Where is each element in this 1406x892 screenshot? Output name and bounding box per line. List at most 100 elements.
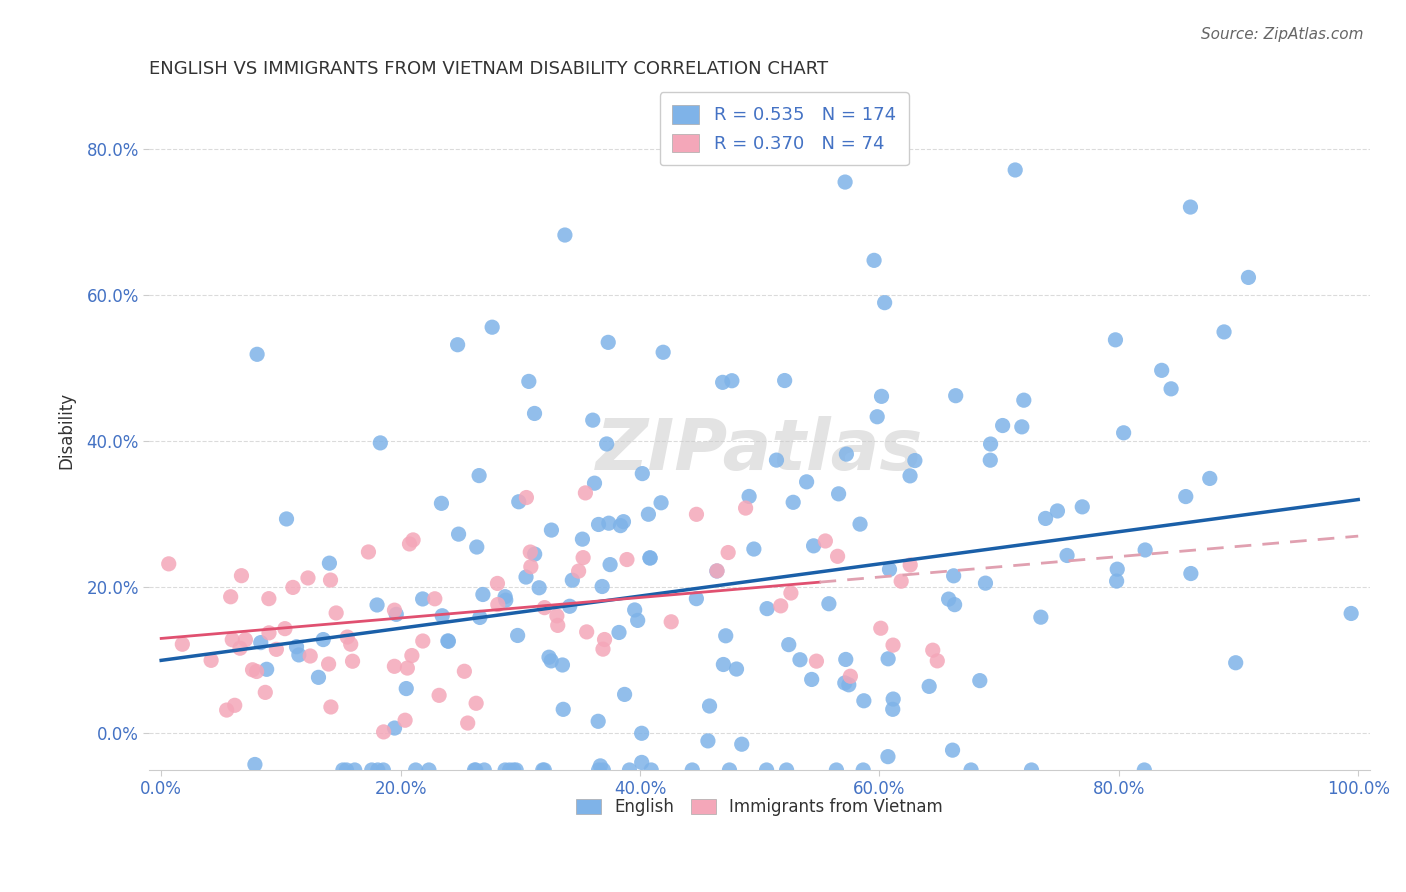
Point [1112, 425, 1135, 440]
Point [927, 654, 949, 668]
Point [1225, 656, 1247, 670]
Y-axis label: Disability: Disability [58, 392, 75, 468]
Point [395, 681, 418, 696]
Point [803, 539, 825, 553]
Point [898, 558, 921, 572]
Point [835, 652, 858, 666]
Point [814, 533, 837, 548]
Point [224, 698, 246, 713]
Point [437, 634, 460, 648]
Point [835, 447, 858, 461]
Point [974, 576, 997, 591]
Point [246, 665, 269, 679]
Point [157, 557, 180, 571]
Point [592, 763, 614, 777]
Point [1012, 393, 1035, 408]
Point [769, 599, 792, 613]
Point [630, 756, 652, 770]
Point [755, 763, 778, 777]
Point [1056, 549, 1078, 563]
Point [384, 721, 406, 735]
Point [465, 540, 488, 554]
Point [1071, 500, 1094, 514]
Point [384, 603, 406, 617]
Point [780, 586, 803, 600]
Point [505, 763, 527, 777]
Point [586, 714, 609, 729]
Point [1237, 270, 1260, 285]
Point [607, 625, 630, 640]
Point [714, 629, 737, 643]
Point [412, 591, 434, 606]
Point [453, 665, 475, 679]
Point [731, 737, 754, 751]
Point [519, 545, 541, 559]
Point [533, 763, 555, 777]
Point [838, 678, 860, 692]
Point [561, 573, 583, 587]
Point [1046, 504, 1069, 518]
Point [1180, 566, 1202, 581]
Text: ZIPatlas: ZIPatlas [596, 416, 924, 485]
Point [274, 622, 297, 636]
Point [288, 648, 311, 662]
Point [711, 376, 734, 390]
Point [430, 496, 453, 510]
Point [1104, 333, 1126, 347]
Point [465, 696, 488, 710]
Point [696, 734, 718, 748]
Point [890, 574, 912, 589]
Point [882, 702, 904, 716]
Point [520, 559, 543, 574]
Point [879, 562, 901, 576]
Point [1213, 325, 1236, 339]
Point [546, 608, 568, 623]
Point [246, 347, 269, 361]
Point [619, 763, 641, 777]
Point [533, 600, 555, 615]
Point [834, 676, 856, 690]
Point [523, 547, 546, 561]
Point [423, 591, 446, 606]
Point [506, 628, 529, 642]
Point [339, 637, 361, 651]
Point [825, 763, 848, 777]
Point [523, 407, 546, 421]
Point [325, 606, 347, 620]
Point [685, 591, 707, 606]
Point [1107, 562, 1129, 576]
Point [515, 570, 537, 584]
Point [839, 669, 862, 683]
Point [446, 337, 468, 351]
Point [242, 663, 264, 677]
Point [789, 653, 811, 667]
Text: ENGLISH VS IMMIGRANTS FROM VIETNAM DISABILITY CORRELATION CHART: ENGLISH VS IMMIGRANTS FROM VIETNAM DISAB… [149, 60, 828, 78]
Point [540, 523, 562, 537]
Point [593, 632, 616, 647]
Point [257, 591, 280, 606]
Point [571, 532, 593, 546]
Point [366, 598, 388, 612]
Point [718, 763, 741, 777]
Point [941, 743, 963, 757]
Point [873, 295, 896, 310]
Point [231, 568, 253, 582]
Point [595, 437, 617, 451]
Point [969, 673, 991, 688]
Point [898, 468, 921, 483]
Point [574, 486, 596, 500]
Point [742, 542, 765, 557]
Point [685, 508, 707, 522]
Point [852, 763, 875, 777]
Point [335, 763, 357, 777]
Point [945, 389, 967, 403]
Point [904, 453, 927, 467]
Point [882, 638, 904, 652]
Point [991, 418, 1014, 433]
Point [472, 763, 495, 777]
Point [613, 687, 636, 701]
Point [396, 661, 419, 675]
Point [318, 657, 340, 671]
Point [547, 618, 569, 632]
Point [980, 437, 1002, 451]
